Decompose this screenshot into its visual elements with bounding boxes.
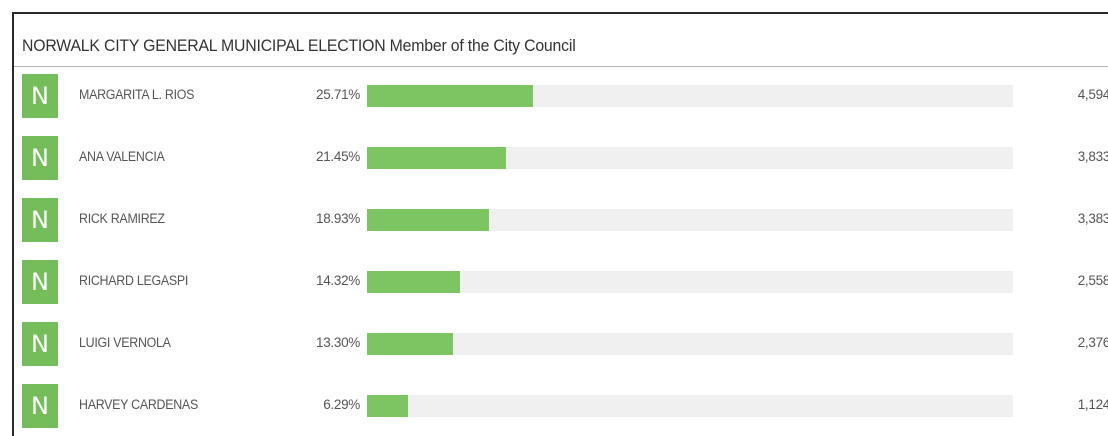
candidate-row: N LUIGI VERNOLA 13.30% 2,376 [14, 322, 1108, 366]
vote-count: 4,594 [1077, 87, 1108, 102]
vote-bar-track [367, 209, 1013, 231]
candidate-name: RICK RAMIREZ [79, 211, 165, 226]
party-badge: N [22, 198, 58, 242]
vote-percent: 14.32% [316, 273, 360, 288]
party-badge: N [22, 384, 58, 428]
candidate-name: ANA VALENCIA [79, 149, 165, 164]
vote-bar-fill [367, 147, 506, 169]
vote-count: 3,833 [1077, 149, 1108, 164]
candidate-name: RICHARD LEGASPI [79, 273, 189, 288]
vote-count: 2,376 [1077, 335, 1108, 350]
vote-percent: 18.93% [316, 211, 360, 226]
candidate-name: LUIGI VERNOLA [79, 335, 171, 350]
vote-bar-fill [367, 85, 534, 107]
vote-percent: 6.29% [323, 397, 360, 412]
candidate-row: N MARGARITA L. RIOS 25.71% 4,594 [14, 74, 1108, 118]
candidate-row: N RICK RAMIREZ 18.93% 3,383 [14, 198, 1108, 242]
party-badge: N [22, 136, 58, 180]
vote-bar-track [367, 333, 1013, 355]
party-badge: N [22, 322, 58, 366]
party-badge: N [22, 260, 58, 304]
party-badge: N [22, 74, 58, 118]
candidate-name: HARVEY CARDENAS [79, 397, 198, 412]
candidate-row: N HARVEY CARDENAS 6.29% 1,124 [14, 384, 1108, 428]
election-results-panel: NORWALK CITY GENERAL MUNICIPAL ELECTION … [12, 12, 1108, 436]
vote-bar-track [367, 85, 1013, 107]
candidate-row: N ANA VALENCIA 21.45% 3,833 [14, 136, 1108, 180]
vote-bar-track [367, 147, 1013, 169]
vote-bar-fill [367, 333, 453, 355]
vote-percent: 25.71% [316, 87, 360, 102]
vote-bar-track [367, 395, 1013, 417]
candidate-row: N RICHARD LEGASPI 14.32% 2,558 [14, 260, 1108, 304]
contest-title: NORWALK CITY GENERAL MUNICIPAL ELECTION … [22, 36, 576, 55]
vote-percent: 13.30% [316, 335, 360, 350]
vote-bar-fill [367, 271, 460, 293]
vote-bar-track [367, 271, 1013, 293]
candidate-name: MARGARITA L. RIOS [79, 87, 195, 102]
vote-count: 2,558 [1077, 273, 1108, 288]
vote-count: 3,383 [1077, 211, 1108, 226]
vote-bar-fill [367, 209, 490, 231]
vote-count: 1,124 [1077, 397, 1108, 412]
vote-percent: 21.45% [316, 149, 360, 164]
title-divider [14, 66, 1108, 67]
vote-bar-fill [367, 395, 408, 417]
